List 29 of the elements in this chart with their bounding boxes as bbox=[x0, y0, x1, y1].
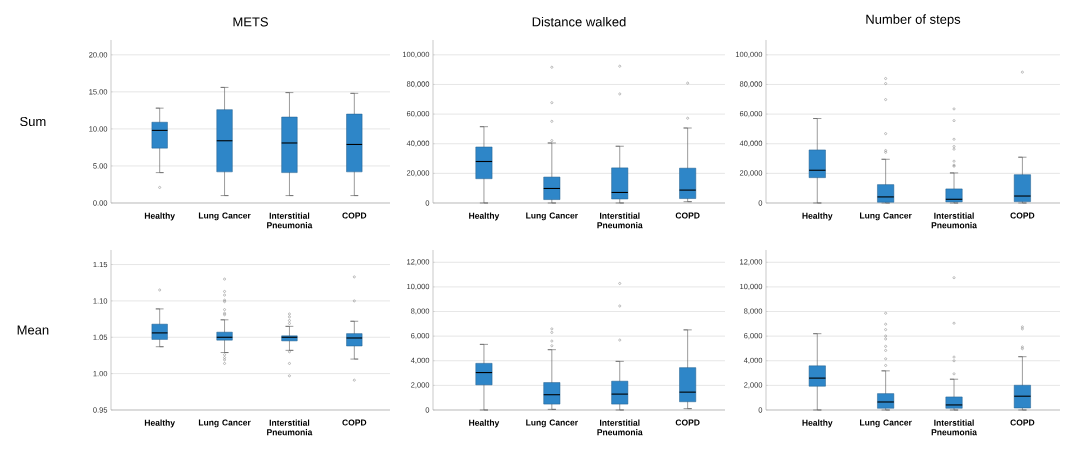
x-tick-label: COPD bbox=[675, 419, 700, 426]
x-tick-label: COPD bbox=[675, 212, 700, 219]
x-tick-label: Lung Cancer bbox=[526, 212, 578, 221]
x-tick-label: Lung Cancer bbox=[198, 419, 251, 428]
x-tick-label: Healthy bbox=[144, 419, 175, 428]
y-axis-title: Mean bbox=[17, 325, 49, 335]
y-axis-title: Sum bbox=[20, 116, 46, 127]
x-tick-label: Healthy bbox=[469, 212, 500, 221]
x-tick-label: Interstitial Pneumonia bbox=[597, 419, 643, 436]
x-tick-label: Lung Cancer bbox=[198, 212, 251, 221]
x-tick-label: Healthy bbox=[469, 419, 500, 428]
x-tick-label: COPD bbox=[342, 212, 367, 219]
x-tick-label: Lung Cancer bbox=[860, 212, 912, 221]
x-tick-label: Interstitial Pneumonia bbox=[267, 212, 313, 229]
x-tick-label: Lung Cancer bbox=[526, 419, 578, 428]
chart-title: Distance walked bbox=[532, 16, 626, 27]
x-tick-label: COPD bbox=[1010, 419, 1035, 426]
x-tick-label: Lung Cancer bbox=[860, 419, 912, 428]
x-tick-label: COPD bbox=[1010, 212, 1035, 219]
x-tick-label: Healthy bbox=[802, 419, 833, 428]
x-tick-label: Interstitial Pneumonia bbox=[597, 212, 643, 229]
x-tick-label: Interstitial Pneumonia bbox=[931, 419, 977, 436]
x-tick-label: Healthy bbox=[802, 212, 833, 221]
x-tick-label: Interstitial Pneumonia bbox=[931, 212, 977, 229]
chart-title: METS bbox=[233, 17, 268, 27]
x-tick-label: COPD bbox=[342, 419, 367, 426]
chart-title: Number of steps bbox=[866, 14, 961, 27]
x-tick-label: Healthy bbox=[144, 212, 175, 221]
x-tick-label: Interstitial Pneumonia bbox=[267, 419, 313, 436]
